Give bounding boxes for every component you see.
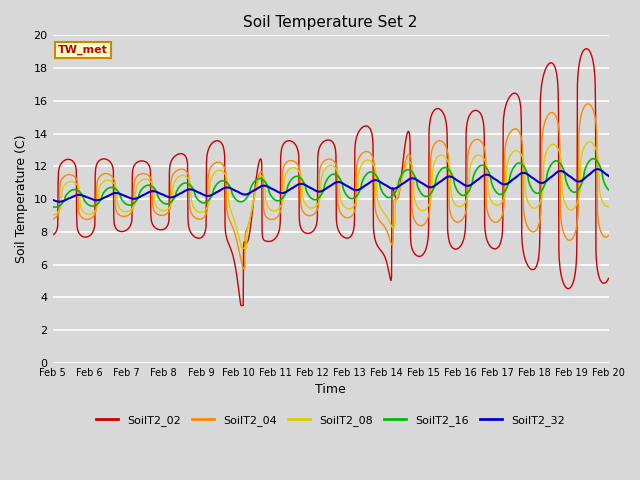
Line: SoilT2_02: SoilT2_02 [52, 48, 609, 305]
SoilT2_02 [285, 138, 292, 144]
Text: TW_met: TW_met [58, 45, 108, 55]
SoilT2_16 [115, 189, 122, 195]
SoilT2_08 [49, 212, 56, 218]
SoilT2_32 [307, 185, 314, 191]
Line: SoilT2_08: SoilT2_08 [52, 142, 609, 248]
SoilT2_02 [49, 232, 56, 238]
SoilT2_02 [92, 167, 99, 172]
Title: Soil Temperature Set 2: Soil Temperature Set 2 [243, 15, 418, 30]
SoilT2_04 [240, 266, 248, 272]
SoilT2_02 [365, 125, 373, 131]
SoilT2_32 [92, 197, 100, 203]
Line: SoilT2_04: SoilT2_04 [52, 104, 609, 269]
SoilT2_16 [49, 204, 56, 209]
SoilT2_08 [605, 204, 612, 209]
Line: SoilT2_16: SoilT2_16 [52, 159, 609, 207]
SoilT2_04 [285, 158, 292, 164]
SoilT2_02 [237, 302, 245, 308]
SoilT2_04 [49, 216, 56, 222]
SoilT2_08 [285, 167, 292, 172]
SoilT2_08 [296, 171, 304, 177]
SoilT2_16 [307, 194, 314, 200]
SoilT2_04 [584, 101, 591, 107]
SoilT2_08 [238, 245, 246, 251]
SoilT2_02 [582, 46, 590, 51]
SoilT2_04 [307, 213, 314, 218]
SoilT2_16 [92, 202, 100, 208]
SoilT2_04 [605, 233, 612, 239]
SoilT2_32 [115, 191, 122, 196]
SoilT2_16 [365, 169, 373, 175]
Legend: SoilT2_02, SoilT2_04, SoilT2_08, SoilT2_16, SoilT2_32: SoilT2_02, SoilT2_04, SoilT2_08, SoilT2_… [92, 411, 570, 431]
SoilT2_08 [115, 203, 122, 208]
SoilT2_32 [365, 180, 373, 186]
SoilT2_04 [296, 171, 304, 177]
SoilT2_02 [115, 228, 122, 234]
SoilT2_32 [605, 173, 612, 179]
SoilT2_32 [285, 187, 292, 193]
SoilT2_32 [56, 199, 63, 204]
SoilT2_04 [92, 209, 99, 215]
SoilT2_32 [296, 181, 304, 187]
SoilT2_16 [589, 156, 597, 162]
SoilT2_02 [296, 223, 304, 229]
SoilT2_08 [307, 205, 314, 211]
SoilT2_08 [586, 139, 593, 145]
SoilT2_08 [92, 207, 99, 213]
SoilT2_02 [605, 276, 612, 281]
SoilT2_32 [49, 197, 56, 203]
Y-axis label: Soil Temperature (C): Soil Temperature (C) [15, 135, 28, 264]
SoilT2_16 [296, 175, 304, 180]
Line: SoilT2_32: SoilT2_32 [52, 169, 609, 202]
X-axis label: Time: Time [315, 383, 346, 396]
SoilT2_08 [365, 157, 373, 163]
SoilT2_16 [52, 204, 60, 210]
SoilT2_02 [307, 230, 314, 236]
SoilT2_32 [594, 166, 602, 172]
SoilT2_16 [285, 181, 292, 187]
SoilT2_04 [115, 211, 122, 217]
SoilT2_04 [365, 149, 373, 155]
SoilT2_16 [605, 187, 612, 193]
